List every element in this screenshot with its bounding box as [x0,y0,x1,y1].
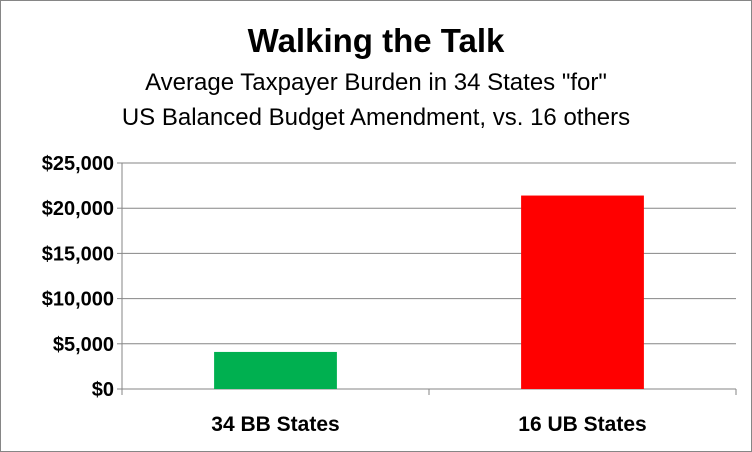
chart-subtitle-line-2: US Balanced Budget Amendment, vs. 16 oth… [121,104,631,131]
bar-2 [521,195,644,389]
chart-title: Walking the Talk [247,22,505,59]
y-tick-label: $20,000 [42,198,114,220]
y-tick-label: $15,000 [42,243,114,265]
y-tick-label: $10,000 [42,289,114,311]
chart-subtitle-line-1: Average Taxpayer Burden in 34 States "fo… [145,69,607,96]
y-tick-label: $0 [92,379,114,401]
x-category-label: 34 BB States [211,413,339,436]
bar-1 [214,351,337,389]
x-category-label: 16 UB States [518,413,646,436]
y-tick-label: $5,000 [53,334,114,356]
y-tick-label: $25,000 [42,153,114,175]
